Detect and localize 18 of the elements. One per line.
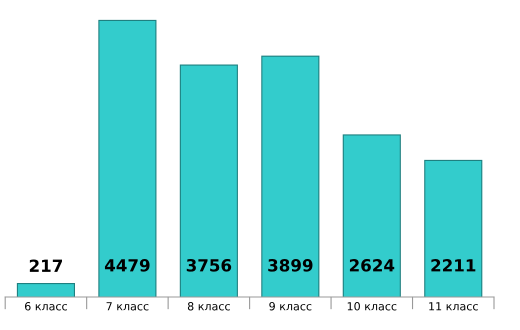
- x-tick-label: 9 класс: [269, 302, 312, 310]
- data-label: 2624: [350, 259, 394, 272]
- x-tick-label: 6 класс: [24, 302, 67, 310]
- bar: [180, 64, 238, 297]
- x-tick-label: 11 класс: [429, 302, 478, 310]
- bar: [342, 134, 401, 297]
- bar: [98, 20, 156, 297]
- data-label: 3756: [186, 259, 232, 272]
- data-label: 217: [30, 259, 62, 272]
- x-tick-label: 7 класс: [106, 302, 148, 310]
- bar: [16, 283, 75, 297]
- bar: [261, 56, 320, 297]
- data-label: 2211: [431, 259, 476, 272]
- data-label: 4479: [104, 259, 150, 272]
- data-label: 3899: [268, 259, 312, 272]
- bar: [424, 160, 482, 297]
- x-tick-label: 8 класс: [188, 302, 230, 310]
- x-tick-label: 10 класс: [348, 302, 396, 310]
